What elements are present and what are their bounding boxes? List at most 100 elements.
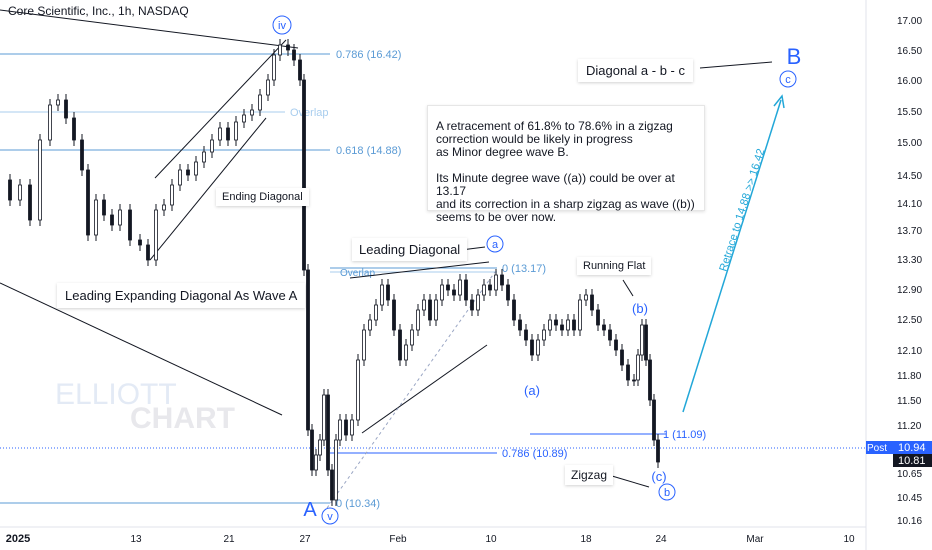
candle-body [226,127,230,141]
candle-body [318,439,322,456]
candle-body [8,179,12,201]
candle-body [306,269,310,431]
candle-body [452,289,456,296]
x-tick-label: 24 [655,534,667,545]
y-tick-label: 12.50 [897,315,922,326]
candle-body [524,329,528,341]
candle-body [440,284,444,301]
wave-a-circle [486,235,504,253]
y-tick-label: 11.50 [897,396,922,407]
y-tick-label: 11.20 [897,421,922,432]
upper-trendline-start [0,9,299,49]
candle-body [302,79,306,271]
x-tick-label: 2025 [6,533,30,545]
candle-body [18,184,22,201]
ending-diagonal-upper [154,39,287,179]
candle-body [458,279,462,296]
candle-body [542,329,546,341]
candle-body [644,324,648,361]
candle-body [434,299,438,321]
candle-body [202,151,206,163]
lower-wave-a-line [0,282,283,416]
candle-body [286,44,290,51]
candle-body [194,161,198,176]
ending-diagonal-label: Ending Diagonal [216,188,309,206]
candle-body [652,399,656,441]
fib-levels [0,53,666,504]
candle-body [476,294,480,311]
candle-body [506,284,510,301]
candle-body [590,294,594,311]
post-tag-value: 10.94 [898,442,926,454]
candle-body [446,284,450,291]
wave-a-dashed-line [326,271,496,509]
wave-iv-label: iv [278,20,286,32]
candle-body [648,359,652,401]
wave-paren-c-label: (c) [651,469,666,484]
candle-body [356,359,360,421]
candle-body [368,319,372,331]
level-label-14.88: 0.618 (14.88) [336,145,401,157]
y-tick-label: 15.50 [897,107,922,118]
post-tag-bg [866,441,932,454]
analysis-note: A retracement of 61.8% to 78.6% in a zig… [427,105,705,224]
leading-diagonal-label: Leading Diagonal [352,238,468,261]
retrace-label: Retrace to 14.88 >> 16.42 [717,147,767,273]
y-tick-label: 16.50 [897,46,922,57]
y-tick-label: 11.80 [897,371,922,382]
candle-body [118,209,122,226]
candle-body [596,309,600,326]
running-flat-label: Running Flat [577,257,652,275]
candle-body [94,199,98,236]
candle-body [72,117,76,141]
candle-body [398,329,402,361]
wave-c-circle [779,70,797,88]
fib-level-labels: 0.786 (16.42) Overlap 0.618 (14.88) 0 (1… [290,49,706,510]
overlap-label-mid: Overlap [340,268,375,279]
time-axis[interactable]: 2025 13 21 27 Feb 10 18 24 Mar 10 [6,533,855,545]
candle-body [656,439,660,463]
y-tick-label: 14.50 [897,171,922,182]
y-tick-label: 12.90 [897,285,922,296]
level-label-16.42: 0.786 (16.42) [336,49,401,61]
running-flat-pointer [622,279,634,297]
y-tick-label: 15.00 [897,138,922,149]
candle-body [614,339,618,351]
candle-body [326,394,330,471]
candle-body [416,309,420,331]
wave-b-label: b [664,487,670,499]
candle-body [314,454,318,471]
candle-body [80,139,84,171]
wave-paren-b-label: (b) [632,301,648,316]
wave-paren-a-label: (a) [524,383,540,398]
prev-price-tag-value: 10.81 [898,455,926,467]
watermark-elliott: ELLIOTT [55,378,177,411]
candle-body [500,274,504,286]
candle-body [560,324,564,331]
candle-body [170,184,174,206]
candle-body [488,284,492,291]
candle-body [48,104,52,141]
candle-body [494,274,498,291]
level-label-13.17: 0 (13.17) [502,263,546,275]
candle-body [626,364,630,381]
wave-v-circle [321,507,339,525]
candle-body [298,59,302,81]
candle-body [242,114,246,123]
wave-a-label: a [492,239,499,251]
y-tick-label: 14.10 [897,199,922,210]
candle-body [292,49,296,61]
channel-lines [0,9,773,488]
candle-body [218,127,222,141]
candle-body [512,299,516,321]
candle-body [162,204,166,211]
x-tick-label: 18 [580,534,592,545]
candle-body [338,419,342,441]
wave-iv-circle [272,15,292,35]
candle-body [640,324,644,356]
y-tick-label: 17.00 [897,16,922,27]
candlesticks [8,39,660,506]
candle-body [470,299,474,311]
wave-v-label: v [327,511,333,523]
